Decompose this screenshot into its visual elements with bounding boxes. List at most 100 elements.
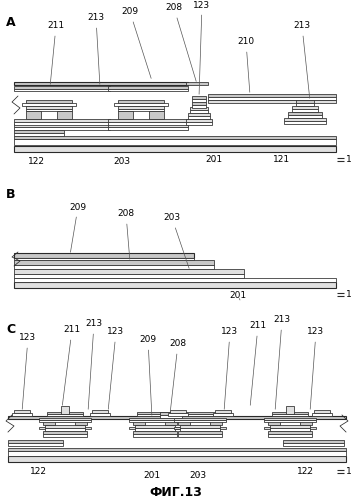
- Text: 211: 211: [250, 322, 266, 405]
- Bar: [8, 456, 346, 462]
- Bar: [129, 427, 181, 429]
- Bar: [14, 253, 194, 258]
- Bar: [314, 410, 330, 413]
- Bar: [188, 113, 210, 116]
- Bar: [14, 82, 188, 85]
- Text: 122: 122: [29, 468, 46, 476]
- Bar: [14, 89, 110, 91]
- Bar: [43, 421, 55, 425]
- Bar: [174, 418, 226, 420]
- Bar: [14, 133, 64, 136]
- Bar: [208, 97, 336, 100]
- Text: 1: 1: [346, 155, 351, 164]
- Bar: [108, 86, 188, 89]
- Text: 123: 123: [307, 328, 325, 409]
- Bar: [114, 103, 168, 106]
- Bar: [14, 410, 30, 413]
- Bar: [178, 431, 222, 434]
- Bar: [14, 146, 336, 152]
- Text: 208: 208: [170, 340, 187, 411]
- Text: B: B: [6, 188, 15, 201]
- Bar: [160, 412, 182, 415]
- Bar: [284, 118, 326, 121]
- Bar: [174, 427, 226, 429]
- Bar: [14, 130, 64, 133]
- Bar: [14, 122, 110, 125]
- Text: 203: 203: [190, 470, 206, 480]
- Bar: [133, 421, 145, 425]
- Text: 208: 208: [165, 4, 196, 82]
- Bar: [192, 102, 206, 105]
- Bar: [270, 428, 310, 431]
- Text: 123: 123: [19, 334, 37, 409]
- Bar: [264, 420, 316, 422]
- Text: 208: 208: [118, 210, 134, 259]
- Bar: [137, 414, 173, 416]
- Text: 213: 213: [87, 14, 105, 84]
- Text: 1: 1: [346, 290, 351, 299]
- Bar: [8, 443, 63, 446]
- Bar: [14, 119, 110, 122]
- Bar: [8, 416, 346, 419]
- Bar: [43, 434, 87, 437]
- Bar: [118, 111, 133, 119]
- Bar: [208, 94, 336, 97]
- Bar: [57, 111, 72, 119]
- Bar: [8, 440, 63, 443]
- Bar: [168, 413, 188, 416]
- Bar: [39, 418, 91, 420]
- Bar: [190, 110, 208, 113]
- Bar: [174, 420, 226, 422]
- Bar: [118, 109, 164, 111]
- Bar: [108, 122, 188, 125]
- Bar: [133, 431, 177, 434]
- Bar: [133, 434, 177, 437]
- Bar: [170, 410, 186, 413]
- Bar: [215, 410, 231, 413]
- Bar: [135, 428, 175, 431]
- Bar: [210, 421, 222, 425]
- Bar: [296, 100, 314, 103]
- Bar: [284, 121, 326, 124]
- Bar: [108, 127, 188, 130]
- Bar: [292, 109, 318, 112]
- Bar: [26, 100, 72, 103]
- Bar: [14, 86, 110, 89]
- Bar: [14, 274, 244, 278]
- Bar: [26, 109, 72, 111]
- Bar: [186, 122, 212, 125]
- Bar: [268, 431, 312, 434]
- Text: 121: 121: [273, 156, 291, 164]
- Text: 122: 122: [27, 158, 45, 166]
- Bar: [283, 440, 344, 443]
- Bar: [264, 418, 316, 420]
- Text: 201: 201: [205, 156, 223, 164]
- Text: 203: 203: [164, 214, 189, 268]
- Bar: [39, 427, 91, 429]
- Bar: [118, 100, 164, 103]
- Bar: [264, 427, 316, 429]
- Bar: [272, 414, 308, 416]
- Text: 213: 213: [293, 22, 311, 98]
- Bar: [192, 96, 206, 99]
- Bar: [14, 124, 110, 127]
- Text: 123: 123: [107, 328, 125, 409]
- Text: A: A: [6, 16, 16, 29]
- Bar: [180, 425, 220, 428]
- Bar: [61, 406, 69, 414]
- Bar: [14, 278, 336, 282]
- Text: 210: 210: [237, 38, 254, 92]
- Bar: [26, 106, 72, 109]
- Bar: [43, 431, 87, 434]
- Bar: [192, 105, 206, 108]
- Bar: [47, 412, 83, 414]
- Bar: [90, 413, 110, 416]
- Text: 209: 209: [69, 202, 87, 252]
- Bar: [190, 107, 208, 110]
- Bar: [286, 406, 294, 414]
- Text: 123: 123: [221, 328, 239, 409]
- Bar: [14, 260, 214, 265]
- Bar: [312, 413, 332, 416]
- Bar: [14, 258, 194, 260]
- Bar: [292, 106, 318, 109]
